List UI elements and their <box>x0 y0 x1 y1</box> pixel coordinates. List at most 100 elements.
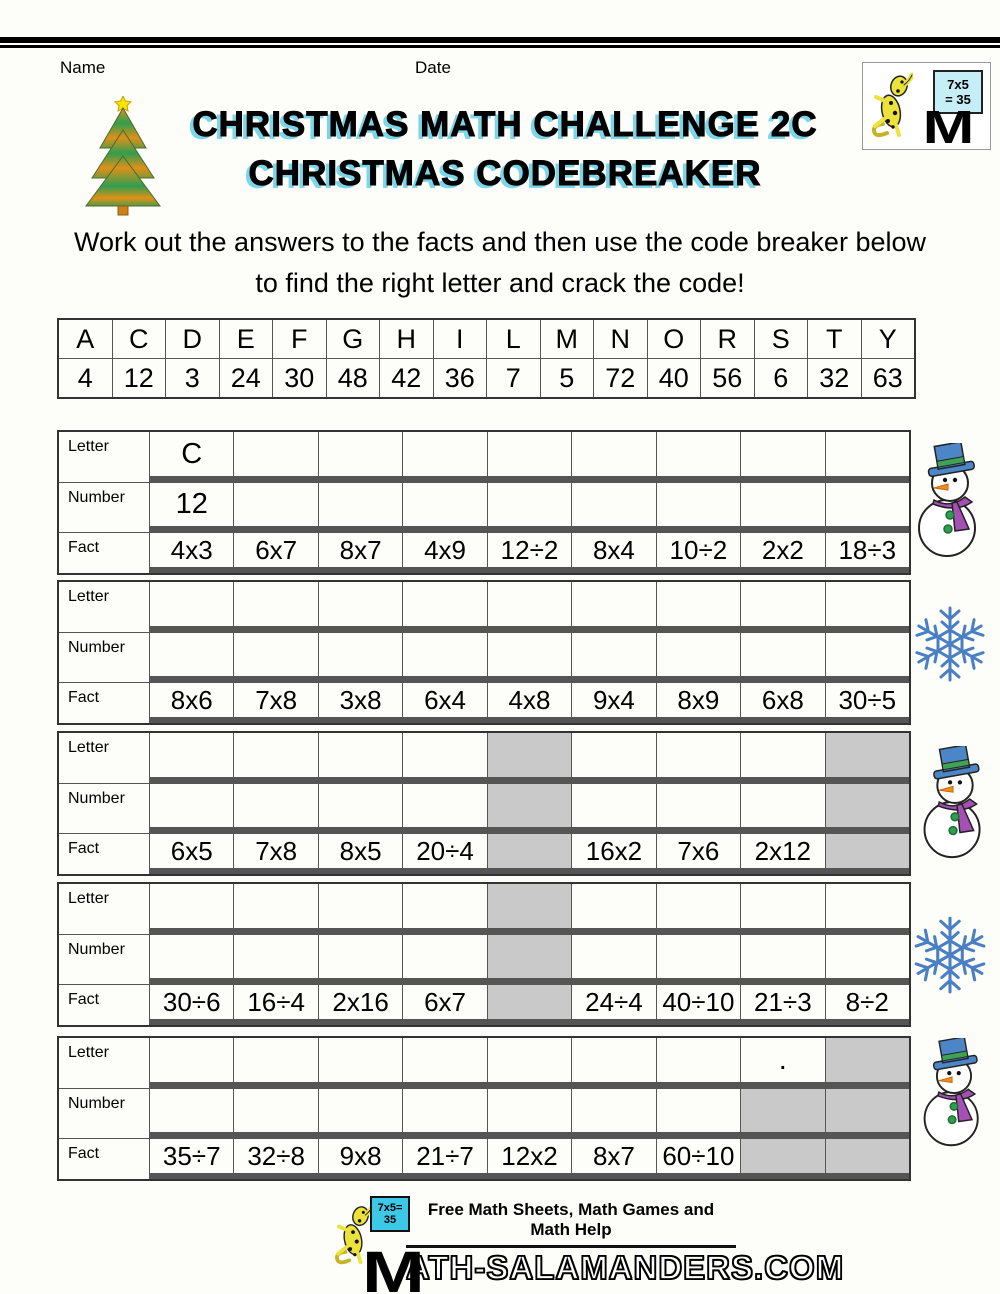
fact-cell: 20÷4 <box>403 834 487 868</box>
number-cell <box>741 1089 825 1132</box>
letter-cell <box>825 1038 909 1082</box>
board-text: = 35 <box>945 92 971 107</box>
number-cell <box>656 633 741 676</box>
board-text: 35 <box>383 1214 397 1226</box>
number-cell <box>234 1089 318 1132</box>
fact-cell: 4x8 <box>487 683 572 717</box>
fact-cell: 8x6 <box>150 683 234 717</box>
christmas-tree-icon <box>85 96 161 216</box>
fact-cell <box>825 1139 909 1173</box>
number-cell <box>234 633 318 676</box>
snowflake-icon <box>908 600 992 688</box>
number-cell <box>656 784 741 827</box>
fact-row-label: Fact <box>59 533 149 573</box>
letter-cell <box>403 884 487 928</box>
code-letter-cell: L <box>487 320 540 358</box>
number-cell <box>403 633 487 676</box>
letter-cell <box>487 733 572 777</box>
code-letter-cell: D <box>166 320 219 358</box>
code-letter-cell: N <box>594 320 647 358</box>
fact-cell: 6x7 <box>234 533 318 567</box>
fact-cell: 18÷3 <box>825 533 909 567</box>
letter-cell <box>741 884 825 928</box>
code-number-cell: 5 <box>540 359 593 397</box>
code-table: A C D E F G H I L M N O R S T Y 4 12 3 24 30 48 42 36 7 5 72 40 56 6 3… <box>57 318 916 399</box>
fact-cell: 3x8 <box>318 683 403 717</box>
salamander-icon <box>869 71 913 139</box>
letter-cell <box>825 432 909 476</box>
footer-monogram: M <box>362 1240 425 1294</box>
letter-cell <box>318 582 403 626</box>
number-cell <box>572 784 656 827</box>
fact-cell: 40÷10 <box>656 985 741 1019</box>
number-cell <box>318 633 403 676</box>
letter-cell: C <box>150 432 234 476</box>
footer-logo: 7x5= 35 Free Math Sheets, Math Games and… <box>332 1196 844 1294</box>
fact-cell: 4x3 <box>150 533 234 567</box>
letter-cell <box>318 1038 403 1082</box>
fact-cell <box>741 1139 825 1173</box>
code-letter-cell: R <box>701 320 754 358</box>
fact-cell: 21÷3 <box>741 985 825 1019</box>
chalkboard-icon: 7x5= 35 <box>370 1196 410 1232</box>
number-cell <box>150 935 234 978</box>
letter-row-label: Letter <box>59 884 149 934</box>
letter-cell <box>656 884 741 928</box>
logo-monogram: M <box>922 101 974 153</box>
puzzle-table-4: Letter Number Fact 30÷6 16÷4 2x16 6x7 24÷4 40÷10… <box>57 882 911 1027</box>
letter-cell <box>572 582 656 626</box>
number-cell <box>656 483 741 526</box>
fact-row-label: Fact <box>59 985 149 1025</box>
letter-cell <box>234 432 318 476</box>
fact-cell: 32÷8 <box>234 1139 318 1173</box>
footer-text-block: Free Math Sheets, Math Games and Math He… <box>362 1196 844 1294</box>
fact-cell: 8x7 <box>572 1139 656 1173</box>
letter-row-label: Letter <box>59 582 149 632</box>
fact-cell: 8x5 <box>318 834 403 868</box>
code-number-cell: 12 <box>112 359 165 397</box>
snowman-icon <box>923 1038 979 1147</box>
fact-row-label: Fact <box>59 834 149 874</box>
number-cell <box>403 1089 487 1132</box>
fact-cell: 6x5 <box>150 834 234 868</box>
letter-cell <box>234 733 318 777</box>
code-letter-cell: G <box>326 320 379 358</box>
letter-cell <box>403 582 487 626</box>
code-number-cell: 63 <box>861 359 914 397</box>
number-cell: 12 <box>150 483 234 526</box>
letter-cell <box>572 884 656 928</box>
letter-cell <box>656 582 741 626</box>
puzzle-table-3: Letter Number Fact 6x5 7x8 8x5 20÷4 16x2 7x6 2x12 <box>57 731 911 876</box>
code-number-cell: 4 <box>59 359 112 397</box>
letter-cell <box>318 733 403 777</box>
code-number-cell: 56 <box>701 359 754 397</box>
instructions-line2: to find the right letter and crack the c… <box>255 268 745 298</box>
letter-cell <box>403 733 487 777</box>
letter-row-label: Letter <box>59 733 149 783</box>
letter-cell <box>741 733 825 777</box>
title-line2: CHRISTMAS CODEBREAKER <box>248 154 762 194</box>
code-letter-cell: C <box>112 320 165 358</box>
letter-cell <box>403 432 487 476</box>
fact-cell: 12x2 <box>487 1139 572 1173</box>
number-cell <box>741 784 825 827</box>
letter-cell <box>572 1038 656 1082</box>
code-number-cell: 42 <box>380 359 433 397</box>
fact-cell: 21÷7 <box>403 1139 487 1173</box>
number-row-label: Number <box>59 483 149 532</box>
name-label: Name <box>60 58 106 77</box>
number-cell <box>150 784 234 827</box>
letter-cell <box>487 1038 572 1082</box>
fact-cell: 8x7 <box>318 533 403 567</box>
code-number-cell: 48 <box>326 359 379 397</box>
code-letter-cell: O <box>647 320 700 358</box>
code-letter-cell: T <box>808 320 861 358</box>
chalkboard-icon: 7x5 = 35 <box>933 70 983 114</box>
letter-cell <box>656 733 741 777</box>
code-number-cell: 30 <box>273 359 326 397</box>
fact-cell: 35÷7 <box>150 1139 234 1173</box>
number-row-label: Number <box>59 633 149 682</box>
code-number-cell: 72 <box>594 359 647 397</box>
title-line1: CHRISTMAS MATH CHALLENGE 2C <box>192 105 818 145</box>
